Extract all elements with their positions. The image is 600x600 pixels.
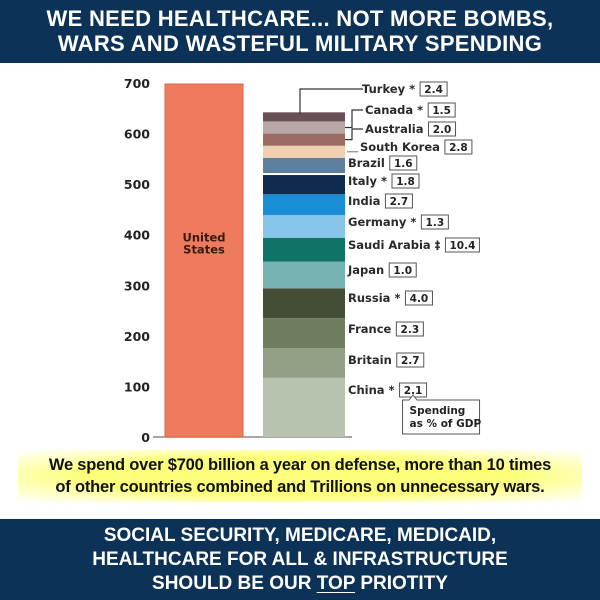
footer-line-3-end: PRIOTITY xyxy=(355,573,448,594)
footer-banner: SOCIAL SECURITY, MEDICARE, MEDICAID, HEA… xyxy=(0,519,600,600)
note-line-2: of other countries combined and Trillion… xyxy=(55,478,545,496)
gdp-box-india xyxy=(384,193,413,209)
footer-emphasis: TOP xyxy=(316,573,356,594)
y-tick-label: 0 xyxy=(141,430,150,445)
gdp-value-china: 2.1 xyxy=(404,385,423,397)
stack-label-south-korea: South Korea xyxy=(360,140,440,154)
stack-segment-italy xyxy=(263,175,345,195)
footer-line-1: SOCIAL SECURITY, MEDICARE, MEDICAID, xyxy=(103,525,497,546)
leader-line-canada xyxy=(345,109,363,129)
gdp-box-south-korea xyxy=(444,139,473,155)
stack-label-india: India xyxy=(348,194,380,208)
stack-segment-canada xyxy=(263,121,345,134)
stack-segment-china xyxy=(263,377,345,437)
gdp-value-russia: 4.0 xyxy=(410,293,429,305)
stack-label-italy: Italy * xyxy=(348,174,387,188)
highlighted-note: We spend over $700 billion a year on def… xyxy=(18,450,582,502)
gdp-callout-line2: as % of GDP xyxy=(410,418,482,430)
footer-line-2: HEALTHCARE FOR ALL & INFRASTRUCTURE xyxy=(92,549,508,570)
footer-line-3-start: SHOULD BE OUR xyxy=(152,573,317,594)
stack-label-britain: Britain xyxy=(348,353,392,367)
stack-segment-france xyxy=(263,318,345,348)
footer-line-3: SHOULD BE OUR TOP PRIOTITY xyxy=(0,572,600,596)
y-tick-label: 200 xyxy=(124,329,150,344)
stack-segment-south-korea xyxy=(263,145,345,158)
gdp-value-south-korea: 2.8 xyxy=(449,142,468,154)
leader-line-turkey xyxy=(299,88,363,114)
gdp-box-britain xyxy=(396,352,425,368)
y-tick-label: 600 xyxy=(124,127,150,142)
gdp-box-germany xyxy=(420,214,449,230)
gdp-value-canada: 1.5 xyxy=(432,105,451,117)
stack-segment-russia xyxy=(263,288,345,319)
header-line-2: WARS AND WASTEFUL MILITARY SPENDING xyxy=(57,31,543,56)
y-tick-label: 700 xyxy=(124,76,150,91)
y-tick-label: 500 xyxy=(124,177,150,192)
gdp-callout-line1: Spending xyxy=(410,405,466,417)
gdp-value-saudi-arabia: 10.4 xyxy=(449,240,475,252)
gdp-value-turkey: 2.4 xyxy=(424,84,443,96)
y-tick-label: 100 xyxy=(124,379,150,394)
gdp-value-germany: 1.3 xyxy=(426,217,445,229)
stack-label-saudi-arabia: Saudi Arabia ‡ xyxy=(348,238,441,252)
stack-segment-germany xyxy=(263,214,345,238)
header-line-1: WE NEED HEALTHCARE... NOT MORE BOMBS, xyxy=(46,6,554,31)
gdp-callout-box xyxy=(402,394,481,435)
gdp-box-canada xyxy=(427,102,456,118)
gdp-value-brazil: 1.6 xyxy=(394,158,413,170)
stack-label-germany: Germany * xyxy=(348,215,416,229)
stack-segment-saudi-arabia xyxy=(263,237,345,262)
gdp-value-italy: 1.8 xyxy=(396,176,415,188)
leader-line-australia xyxy=(345,128,363,141)
gdp-value-france: 2.3 xyxy=(401,324,420,336)
gdp-box-turkey xyxy=(419,81,448,97)
stack-segment-britain xyxy=(263,347,345,378)
bar-label-united-states-line1: United xyxy=(183,231,226,245)
gdp-box-france xyxy=(395,321,424,337)
stack-label-china: China * xyxy=(348,383,395,397)
stack-segment-australia xyxy=(263,133,345,146)
stack-label-australia: Australia xyxy=(365,122,424,136)
y-tick-label: 400 xyxy=(124,228,150,243)
gdp-box-saudi-arabia xyxy=(444,237,480,253)
gdp-box-russia xyxy=(404,290,433,306)
stack-label-brazil: Brazil xyxy=(348,156,385,170)
stack-label-turkey: Turkey * xyxy=(362,82,415,96)
gdp-box-italy xyxy=(391,173,420,189)
stack-label-canada: Canada * xyxy=(365,103,423,117)
y-tick-label: 300 xyxy=(124,278,150,293)
stack-label-russia: Russia * xyxy=(348,291,400,305)
stack-segment-brazil xyxy=(263,157,345,174)
gdp-box-brazil xyxy=(389,155,418,171)
header-banner: WE NEED HEALTHCARE... NOT MORE BOMBS, WA… xyxy=(0,0,600,63)
bar-united-states xyxy=(164,83,244,438)
gdp-box-australia xyxy=(428,121,457,137)
stack-label-japan: Japan xyxy=(347,263,384,277)
gdp-value-india: 2.7 xyxy=(390,196,409,208)
gdp-value-australia: 2.0 xyxy=(433,124,452,136)
stack-segment-turkey xyxy=(263,112,345,122)
stack-segment-japan xyxy=(263,261,345,289)
note-line-1: We spend over $700 billion a year on def… xyxy=(48,456,552,474)
stack-segment-india xyxy=(263,194,345,215)
gdp-box-japan xyxy=(388,262,417,278)
stack-label-france: France xyxy=(348,322,392,336)
bar-label-united-states-line2: States xyxy=(183,243,225,257)
gdp-value-britain: 2.7 xyxy=(401,355,420,367)
gdp-value-japan: 1.0 xyxy=(393,265,412,277)
